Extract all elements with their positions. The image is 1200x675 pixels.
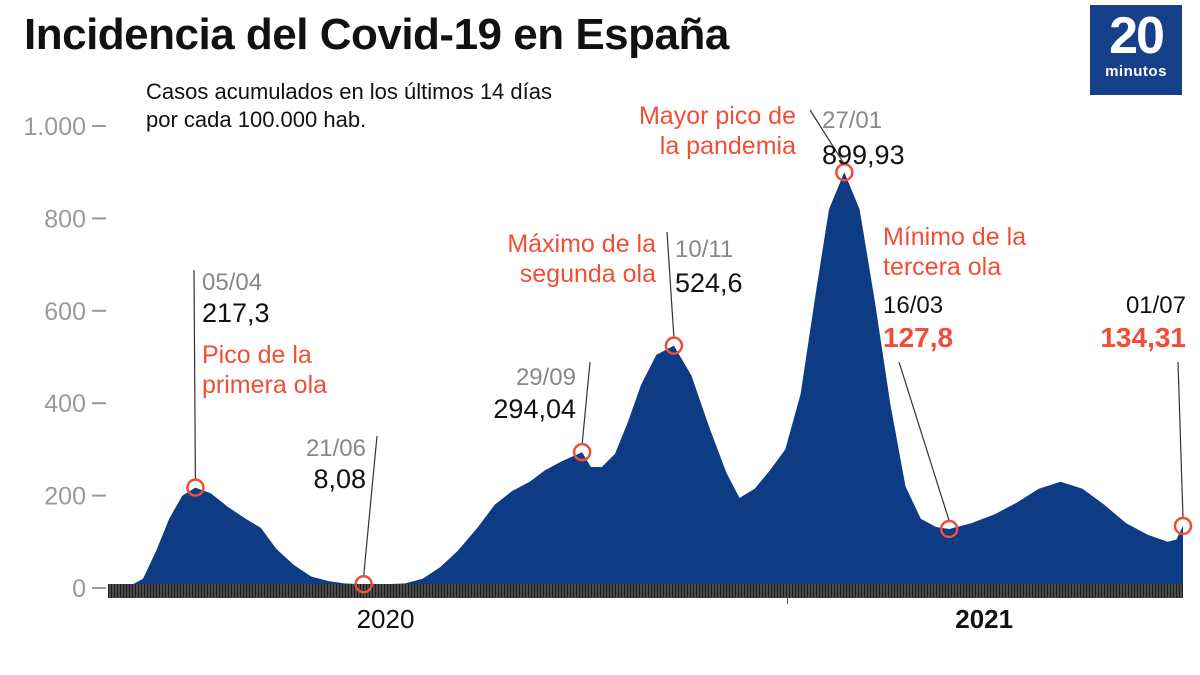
annotation-marker: [664, 336, 684, 355]
annotation-note: tercera ola: [883, 253, 1001, 281]
annotation-note: primera ola: [202, 371, 327, 399]
annotation-leader: [666, 231, 675, 338]
annotation-value: 127,8: [883, 322, 953, 353]
x-year-label: 2021: [955, 604, 1013, 634]
logo-number: 20: [1109, 7, 1165, 65]
y-tick-label: 0: [72, 575, 86, 603]
annotation-value: 524,6: [675, 268, 743, 298]
annotation-note: Mayor pico de: [639, 102, 796, 130]
annotation-marker: [186, 478, 205, 497]
annotation-note: la pandemia: [660, 132, 796, 160]
annotation-note: Pico de la: [202, 341, 312, 369]
annotation-leader: [581, 361, 591, 445]
y-tick-label: 200: [44, 483, 86, 511]
y-tick-label: 1.000: [23, 113, 86, 141]
annotation-value: 217,3: [202, 298, 270, 328]
brand-logo: 20 minutos: [1090, 5, 1182, 95]
annotation-value: 134,31: [1100, 322, 1186, 353]
annotation-date: 16/03: [883, 292, 943, 319]
annotation-value: 899,93: [822, 140, 905, 170]
annotation-leader: [1177, 361, 1184, 518]
annotation-marker: [1173, 516, 1193, 536]
incidence-area: [108, 172, 1183, 588]
annotation-marker: [572, 442, 592, 462]
chart-subtitle: Casos acumulados en los últimos 14 días …: [146, 79, 552, 132]
annotation-marker: [354, 575, 373, 594]
annotation-note: segunda ola: [520, 260, 656, 288]
annotation-date: 29/09: [516, 364, 576, 391]
annotation-note: Mínimo de la: [883, 223, 1026, 251]
annotation-note: Máximo de la: [507, 230, 656, 258]
annotation-date: 27/01: [822, 107, 882, 134]
x-year-label: 2020: [357, 604, 415, 634]
annotation-date: 10/11: [675, 236, 733, 263]
annotation-leader: [898, 361, 950, 522]
y-tick-label: 800: [44, 205, 86, 233]
annotation-leader: [193, 269, 196, 480]
x-axis-day-ticks: [109, 584, 1182, 598]
chart-title: Incidencia del Covid-19 en España: [24, 10, 729, 59]
annotation-marker: [835, 162, 854, 182]
annotation-value: 8,08: [313, 464, 366, 494]
y-tick-label: 600: [44, 298, 86, 326]
annotation-date: 21/06: [306, 435, 366, 462]
y-tick-label: 400: [44, 390, 86, 418]
annotation-date: 05/04: [202, 269, 262, 296]
logo-word: minutos: [1105, 63, 1167, 80]
annotation-leader: [809, 109, 845, 165]
annotation-value: 294,04: [493, 394, 576, 424]
annotation-marker: [939, 519, 959, 539]
annotation-date: 01/07: [1126, 292, 1186, 319]
annotation-leader: [363, 435, 378, 577]
